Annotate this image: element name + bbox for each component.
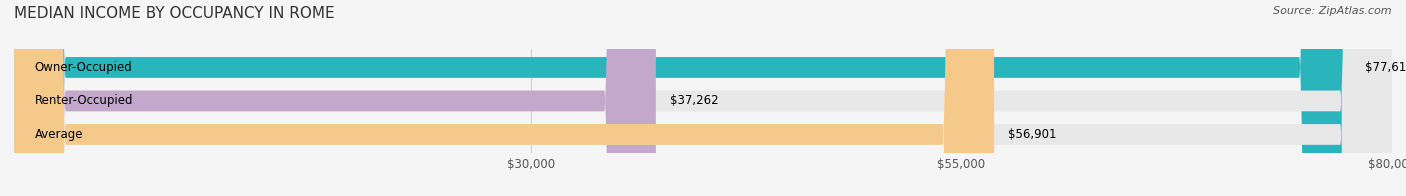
Text: $56,901: $56,901 (1008, 128, 1056, 141)
Text: Renter-Occupied: Renter-Occupied (35, 94, 134, 107)
FancyBboxPatch shape (14, 0, 1392, 196)
Text: Owner-Occupied: Owner-Occupied (35, 61, 132, 74)
Text: MEDIAN INCOME BY OCCUPANCY IN ROME: MEDIAN INCOME BY OCCUPANCY IN ROME (14, 6, 335, 21)
FancyBboxPatch shape (14, 0, 994, 196)
FancyBboxPatch shape (14, 0, 655, 196)
Text: Average: Average (35, 128, 83, 141)
FancyBboxPatch shape (14, 0, 1392, 196)
Text: $77,611: $77,611 (1365, 61, 1406, 74)
FancyBboxPatch shape (14, 0, 1351, 196)
Text: $37,262: $37,262 (669, 94, 718, 107)
Text: Source: ZipAtlas.com: Source: ZipAtlas.com (1274, 6, 1392, 16)
FancyBboxPatch shape (14, 0, 1392, 196)
